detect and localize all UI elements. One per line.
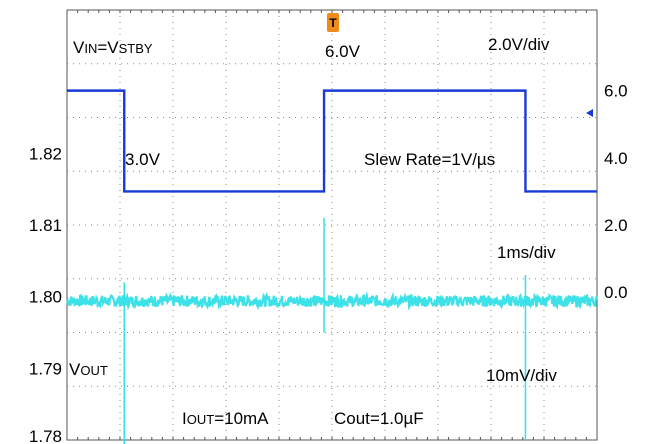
- vout-tick-label: 1.80: [29, 288, 62, 307]
- vout-trace: [66, 291, 598, 311]
- vin-channel-label: VIN=VSTBY: [73, 38, 153, 57]
- vin-trace: [67, 89, 597, 193]
- trigger-marker-label: T: [329, 16, 337, 30]
- vin-scale-label: 2.0V/div: [488, 35, 550, 54]
- vin-tick-label: 6.0: [604, 82, 628, 101]
- annotation-3v: 3.0V: [125, 150, 161, 169]
- vin-axis-ticks: 6.0 4.0 2.0 0.0: [604, 82, 628, 303]
- cout-condition: Cout=1.0µF: [334, 409, 424, 428]
- vout-tick-label: 1.81: [29, 216, 62, 235]
- trace-layer: [66, 89, 598, 444]
- vout-channel-label: VOUT: [69, 360, 108, 379]
- vout-scale-label: 10mV/div: [486, 366, 557, 385]
- ch1-level-arrow-icon: [586, 109, 593, 117]
- vout-tick-label: 1.78: [29, 427, 62, 444]
- vout-tick-label: 1.82: [29, 144, 62, 163]
- time-scale-label: 1ms/div: [497, 243, 556, 262]
- annotation-slew-rate: Slew Rate=1V/µs: [364, 150, 495, 169]
- vin-tick-label: 4.0: [604, 149, 628, 168]
- iout-condition: IOUT=10mA: [182, 409, 269, 428]
- trigger-marker-icon: T: [327, 13, 339, 32]
- vin-tick-label: 2.0: [604, 216, 628, 235]
- annotation-6v: 6.0V: [325, 42, 361, 61]
- vout-tick-label: 1.79: [29, 359, 62, 378]
- vout-axis-ticks: 1.82 1.81 1.80 1.79 1.78: [29, 144, 62, 444]
- plot-frame: [66, 9, 598, 441]
- vin-tick-label: 0.0: [604, 283, 628, 302]
